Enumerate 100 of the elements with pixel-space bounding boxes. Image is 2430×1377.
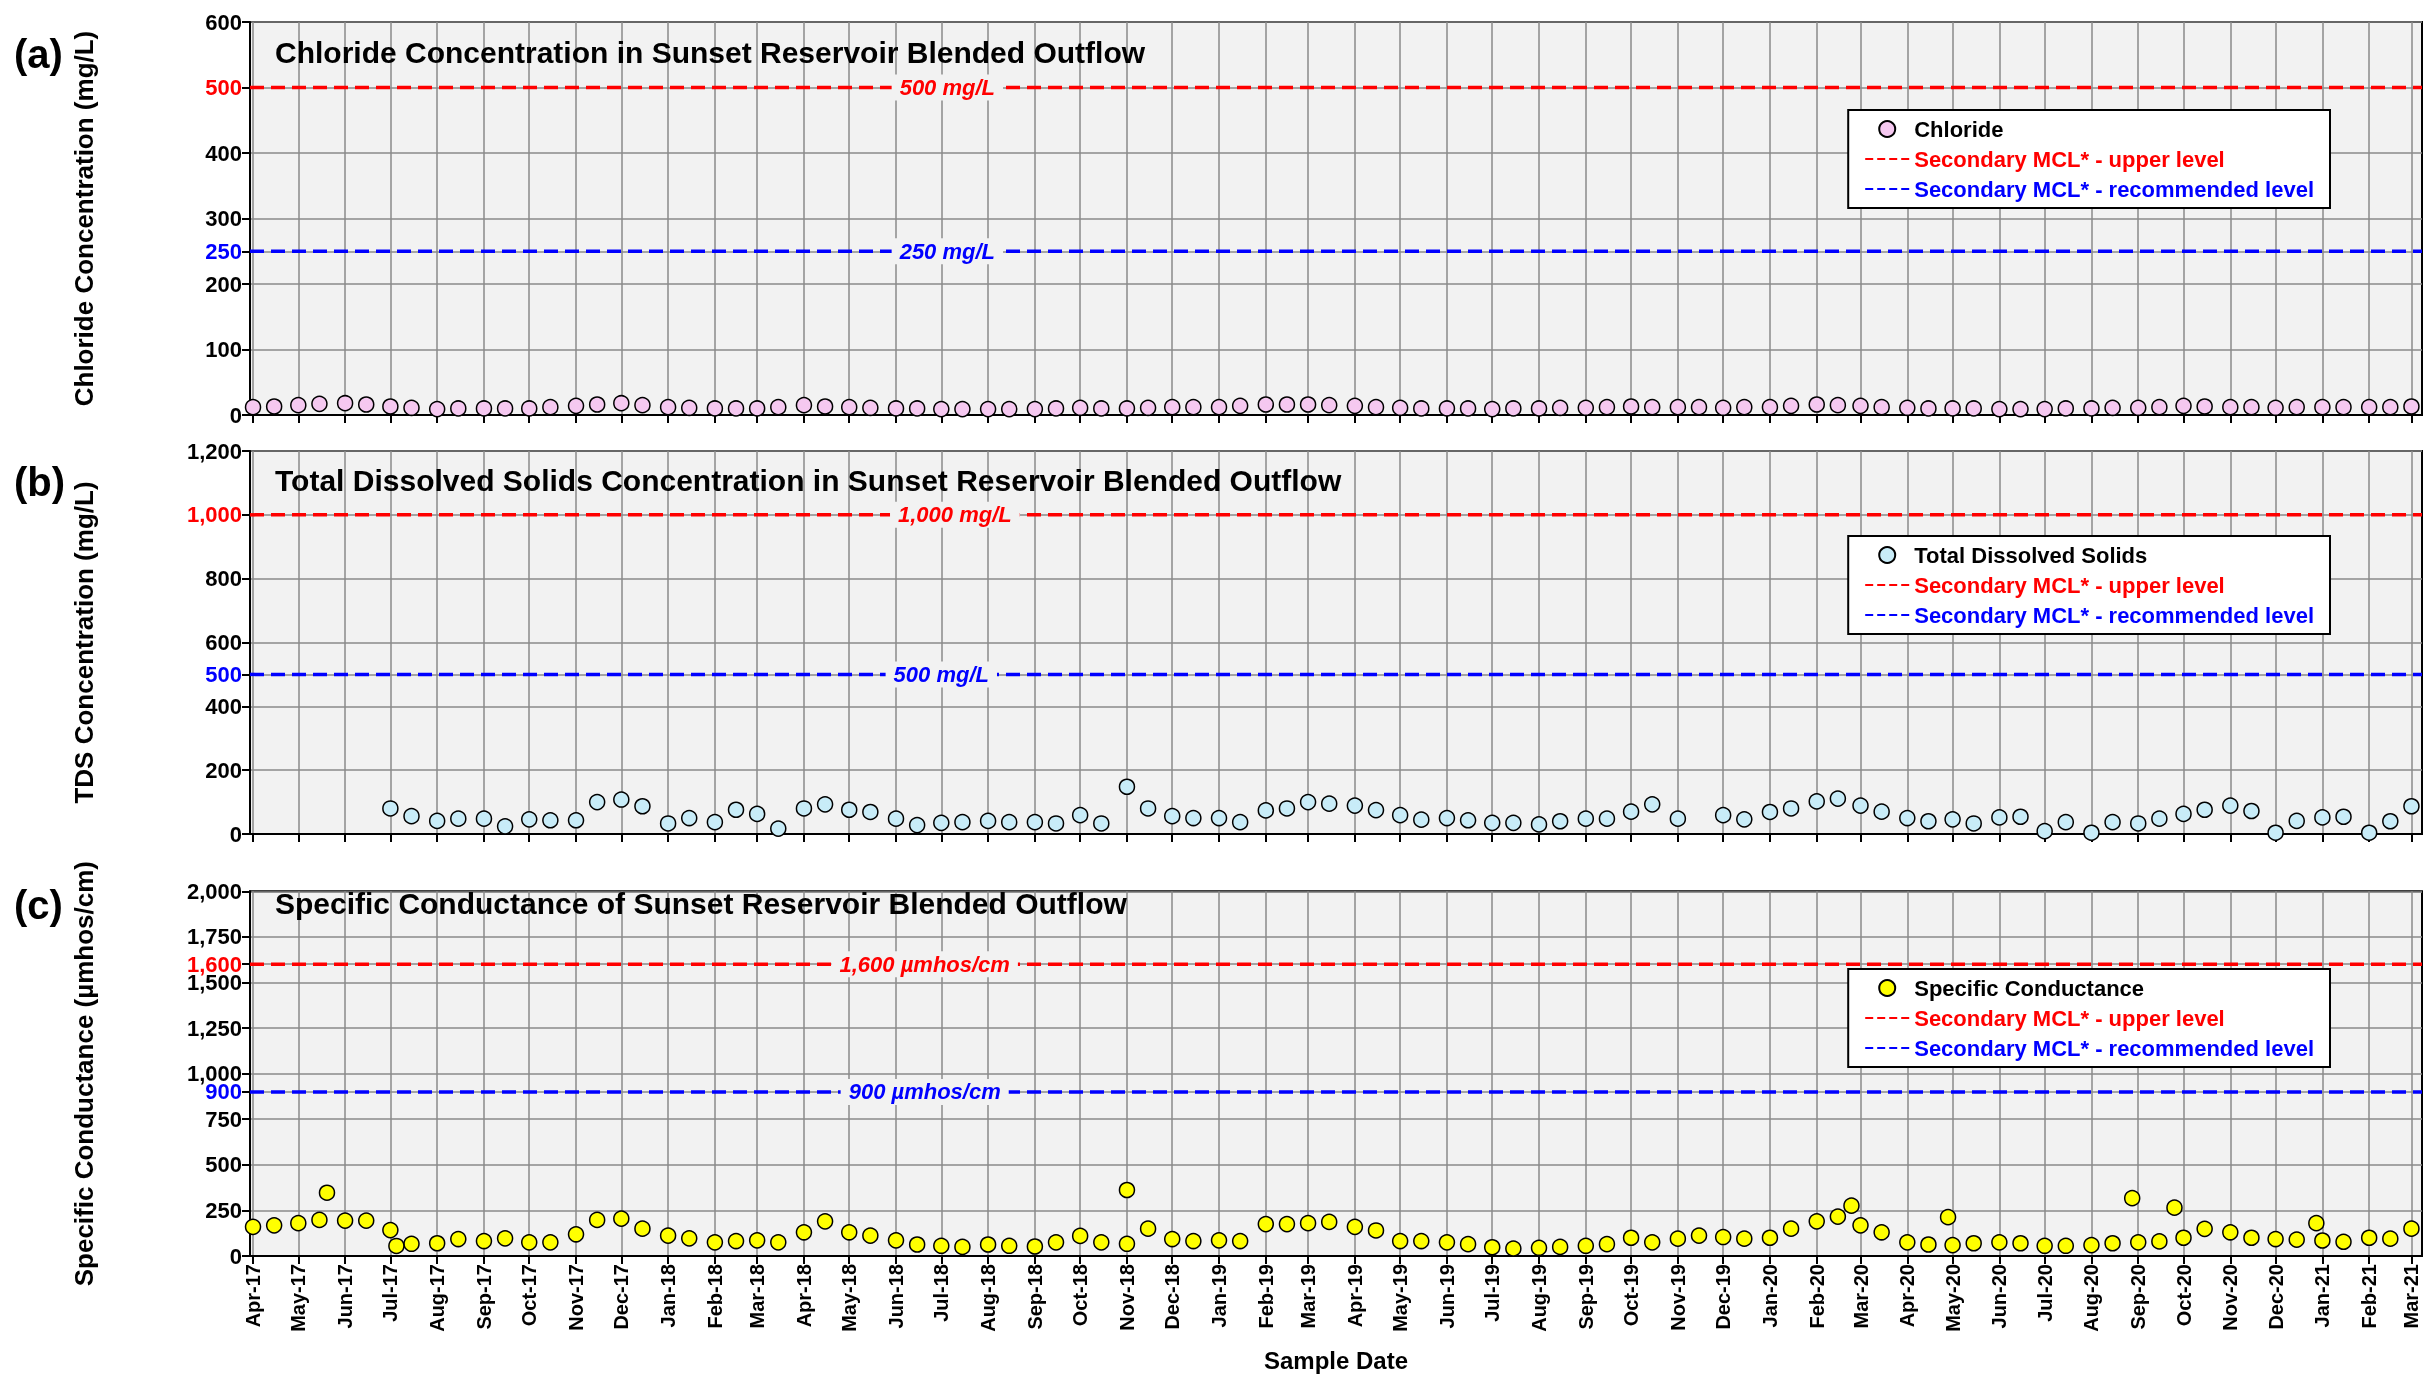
x-tick-label: Apr-20 bbox=[1896, 1264, 1919, 1328]
text: (c) bbox=[14, 883, 63, 927]
x-tick-label: Feb-21 bbox=[2358, 1264, 2381, 1329]
y-tick-label: 250 bbox=[205, 1197, 242, 1223]
x-tick-label: Sep-19 bbox=[1574, 1264, 1597, 1330]
y-tick-label: 2,000 bbox=[186, 878, 242, 904]
y-tick-label: 100 bbox=[205, 337, 242, 362]
y-tick-label: 200 bbox=[205, 757, 242, 783]
x-tick-label: Sep-18 bbox=[1023, 1264, 1046, 1330]
x-tick-label: May-19 bbox=[1389, 1264, 1412, 1332]
point bbox=[1843, 1197, 1860, 1214]
x-tick-label: Nov-17 bbox=[565, 1264, 588, 1331]
x-tick-label: Jul-18 bbox=[930, 1264, 953, 1322]
x-tick-label: Jun-19 bbox=[1435, 1264, 1458, 1329]
point bbox=[318, 1184, 336, 1201]
y-tick-label: 0 bbox=[229, 402, 242, 428]
x-tick-label: Nov-19 bbox=[1666, 1264, 1689, 1331]
y-tick-label: 400 bbox=[205, 693, 242, 719]
x-tick-label: Jan-21 bbox=[2311, 1264, 2334, 1328]
x-tick-label: Jan-19 bbox=[1208, 1264, 1231, 1328]
x-tick-label: Aug-19 bbox=[1528, 1264, 1551, 1332]
legend-label: Chloride bbox=[1914, 116, 2004, 142]
legend-label: Secondary MCL* - recommended level bbox=[1914, 176, 2314, 202]
chart-title: Chloride Concentration in Sunset Reservoir Blended Outflow bbox=[275, 35, 1146, 69]
legend-label: Specific Conductance bbox=[1914, 975, 2145, 1001]
x-tick-label: Jun-20 bbox=[1988, 1264, 2011, 1329]
y-tick-label: 600 bbox=[205, 630, 242, 655]
x-tick-label: Jul-20 bbox=[2033, 1264, 2056, 1322]
x-tick-label: Dec-17 bbox=[610, 1264, 633, 1330]
point bbox=[388, 1237, 405, 1255]
y-tick-label: 1,750 bbox=[186, 924, 242, 950]
x-tick-label: Apr-17 bbox=[242, 1264, 265, 1328]
point bbox=[2166, 1199, 2183, 1216]
y-tick-label: 300 bbox=[205, 206, 242, 231]
x-tick-label: May-20 bbox=[1941, 1264, 1964, 1332]
legend-label: Secondary MCL* - recommended level bbox=[1914, 1035, 2314, 1061]
y-axis-title: Chloride Concentration (mg/L) bbox=[69, 30, 99, 407]
x-tick-label: Jan-18 bbox=[657, 1264, 680, 1328]
y-tick-label: 250 bbox=[205, 238, 242, 264]
annotation: 1,600 µmhos/cm bbox=[839, 951, 1010, 977]
x-tick-label: Jul-17 bbox=[379, 1264, 402, 1322]
x-tick-label: Dec-20 bbox=[2264, 1264, 2287, 1330]
y-tick-label: 500 bbox=[205, 661, 242, 687]
x-tick-label: Aug-17 bbox=[426, 1264, 449, 1332]
y-tick-label: 200 bbox=[205, 271, 242, 297]
y-tick-label: 1,000 bbox=[186, 502, 242, 528]
x-tick-label: Mar-21 bbox=[2400, 1264, 2423, 1329]
y-tick-label: 500 bbox=[205, 1152, 242, 1178]
legend-label: Secondary MCL* - upper level bbox=[1914, 572, 2225, 598]
point bbox=[2123, 1189, 2141, 1207]
x-tick-label: Oct-20 bbox=[2172, 1264, 2195, 1327]
x-tick-label: Mar-18 bbox=[746, 1264, 769, 1329]
text: (b) bbox=[14, 460, 66, 504]
annotation: 500 mg/L bbox=[893, 661, 989, 687]
text: (a) bbox=[14, 32, 63, 76]
x-tick-label: Feb-19 bbox=[1254, 1264, 1277, 1329]
x-tick-label: Oct-17 bbox=[518, 1264, 541, 1327]
point bbox=[2308, 1214, 2325, 1232]
x-tick-label: Dec-19 bbox=[1712, 1264, 1735, 1330]
x-axis-title: Sample Date bbox=[1263, 1346, 1409, 1374]
x-tick-label: Apr-18 bbox=[792, 1264, 815, 1328]
point bbox=[1939, 1208, 1957, 1226]
legend-label: Secondary MCL* - upper level bbox=[1914, 1005, 2225, 1031]
chart-title: Total Dissolved Solids Concentration in Sunset Reservoir Blended Outflow bbox=[275, 463, 1342, 497]
chart-title: Specific Conductance of Sunset Reservoir Blended Outflow bbox=[275, 886, 1128, 920]
x-tick-label: Nov-18 bbox=[1115, 1264, 1138, 1331]
annotation: 250 mg/L bbox=[898, 238, 996, 264]
x-tick-label: Dec-18 bbox=[1161, 1264, 1184, 1330]
y-tick-label: 1,200 bbox=[186, 438, 242, 464]
x-tick-label: Feb-18 bbox=[703, 1264, 726, 1329]
y-tick-label: 800 bbox=[205, 566, 242, 592]
y-tick-label: 500 bbox=[205, 75, 242, 100]
x-tick-label: Aug-20 bbox=[2080, 1264, 2103, 1332]
annotation: 1,000 mg/L bbox=[898, 502, 1012, 528]
y-tick-label: 1,250 bbox=[186, 1015, 242, 1041]
legend-label: Secondary MCL* - upper level bbox=[1914, 146, 2225, 172]
y-axis-title: TDS Concentration (mg/L) bbox=[69, 481, 99, 804]
x-tick-label: Feb-20 bbox=[1805, 1264, 1828, 1329]
x-tick-label: May-18 bbox=[838, 1264, 861, 1332]
x-tick-label: Aug-18 bbox=[977, 1264, 1000, 1332]
x-tick-label: Mar-20 bbox=[1849, 1264, 1872, 1329]
legend-label: Total Dissolved Solids bbox=[1914, 542, 2148, 568]
x-tick-label: Jul-19 bbox=[1481, 1264, 1504, 1322]
x-tick-label: May-17 bbox=[287, 1264, 310, 1332]
y-tick-label: 750 bbox=[205, 1106, 242, 1132]
legend-label: Secondary MCL* - recommended level bbox=[1914, 602, 2314, 628]
x-tick-label: Nov-20 bbox=[2219, 1264, 2242, 1331]
x-tick-label: Sep-17 bbox=[472, 1264, 495, 1330]
y-tick-label: 0 bbox=[229, 1243, 242, 1269]
y-tick-label: 400 bbox=[205, 140, 242, 166]
y-tick-label: 600 bbox=[205, 9, 242, 35]
x-tick-label: Oct-18 bbox=[1069, 1264, 1092, 1327]
x-tick-label: Jun-17 bbox=[334, 1264, 357, 1329]
point bbox=[1118, 1181, 1136, 1199]
y-axis-title: Specific Conductance (µmhos/cm) bbox=[69, 861, 99, 1287]
y-tick-label: 0 bbox=[229, 821, 242, 847]
x-tick-label: Sep-20 bbox=[2127, 1264, 2150, 1330]
annotation: 900 µmhos/cm bbox=[848, 1079, 1001, 1105]
x-tick-label: Mar-19 bbox=[1297, 1264, 1320, 1329]
x-tick-label: Oct-19 bbox=[1620, 1264, 1643, 1327]
